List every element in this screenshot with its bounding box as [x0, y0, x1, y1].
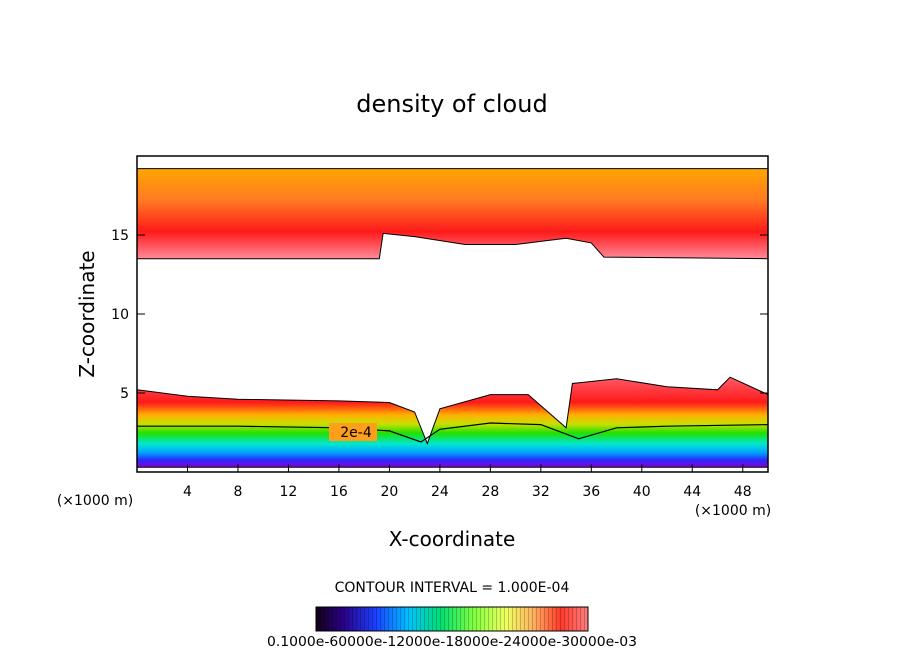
y-tick-label: 10 — [111, 307, 129, 323]
x-tick-label: 8 — [233, 484, 242, 500]
colorbar-ticks — [316, 607, 588, 631]
contour-interval: CONTOUR INTERVAL = 1.000E-04 — [335, 580, 570, 596]
lower-cloud-layer — [137, 376, 768, 468]
y-tick-label: 5 — [120, 386, 129, 402]
x-axis-label: X-coordinate — [389, 527, 516, 551]
x-tick-label: 44 — [683, 484, 701, 500]
x-axis-unit-right: (×1000 m) — [695, 503, 771, 519]
colorbar-labels: 0.1000e-60000e-12000e-18000e-24000e-3000… — [267, 635, 637, 650]
y-axis-label: Z-coordinate — [75, 250, 99, 377]
x-tick-label: 32 — [532, 484, 550, 500]
x-axis-unit-left: (×1000 m) — [57, 493, 133, 509]
x-tick-label: 28 — [481, 484, 499, 500]
x-tick-label: 24 — [431, 484, 449, 500]
x-tick-label: 36 — [582, 484, 600, 500]
x-tick-label: 16 — [330, 484, 348, 500]
x-tick-label: 12 — [280, 484, 298, 500]
contour-label-bg — [329, 423, 377, 441]
plot-area — [137, 168, 768, 468]
x-tick-label: 40 — [633, 484, 651, 500]
y-tick-label: 15 — [111, 228, 129, 244]
x-ticks: 4 8 12 16 20 24 28 32 36 40 44 48 — [183, 464, 752, 500]
x-tick-label: 20 — [380, 484, 398, 500]
chart-title: density of cloud — [356, 90, 547, 118]
upper-cloud-layer — [137, 168, 768, 260]
y-ticks: 5 10 15 — [111, 228, 768, 402]
x-tick-label: 4 — [183, 484, 192, 500]
contour-label: 2e-4 — [340, 425, 372, 441]
x-tick-label: 48 — [734, 484, 752, 500]
contour-line-2e-4 — [137, 422, 768, 443]
